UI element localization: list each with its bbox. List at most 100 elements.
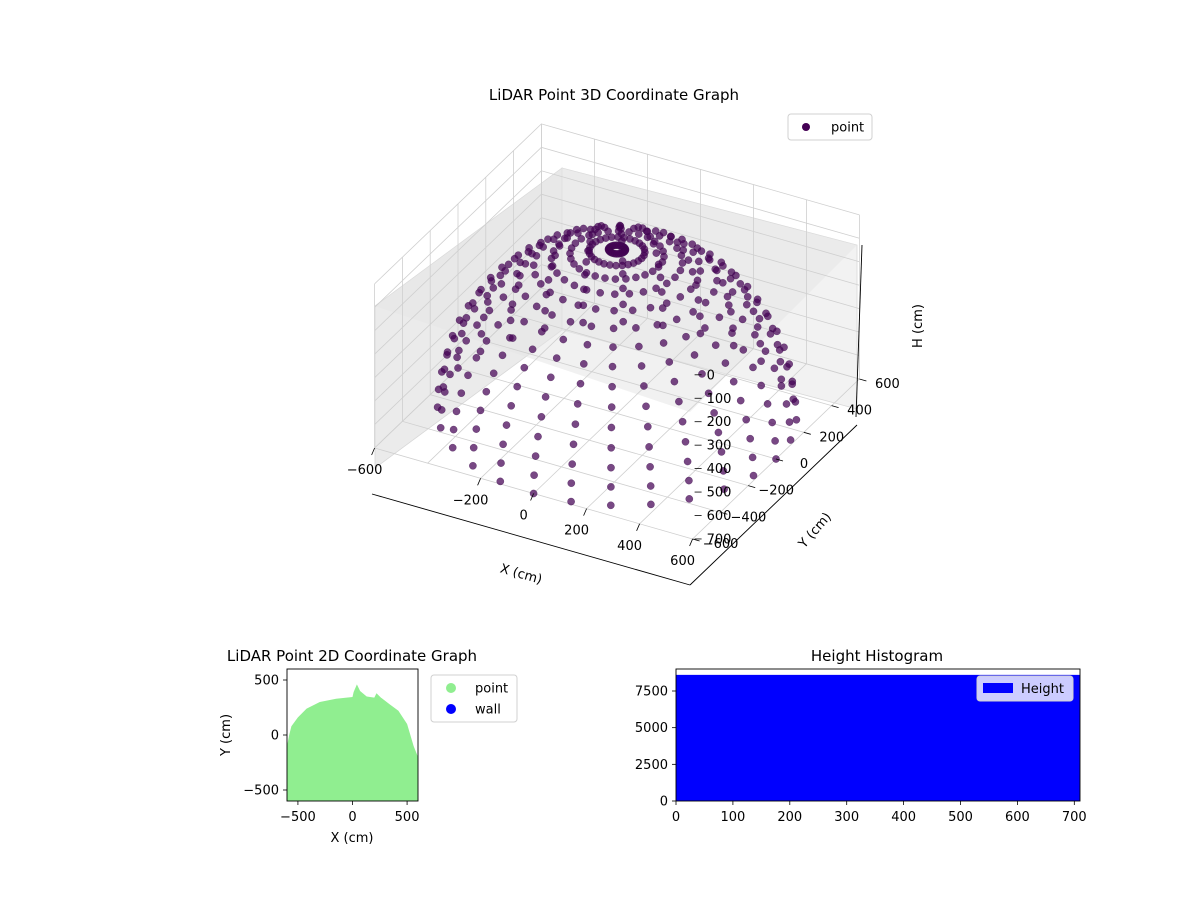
tick-y-3d — [775, 458, 784, 462]
data-point-3d — [670, 377, 679, 386]
legend-label-wall-2d: wall — [475, 703, 501, 718]
legend-marker-height — [983, 683, 1013, 693]
data-point-3d — [573, 400, 582, 408]
data-point-3d — [685, 476, 693, 485]
data-point-3d — [567, 497, 575, 506]
tick-y-3d — [859, 378, 867, 382]
data-point-3d — [683, 457, 692, 466]
data-point-3d — [577, 234, 586, 243]
data-point-3d — [775, 346, 784, 354]
data-point-3d — [587, 322, 596, 331]
tick-label-z-3d: 100 — [707, 392, 732, 407]
tick-label-y-hist: 7500 — [635, 685, 668, 700]
data-point-3d — [639, 288, 648, 296]
data-point-3d — [711, 341, 720, 350]
data-point-3d — [742, 415, 751, 424]
tick-y-3d — [803, 431, 811, 435]
xlabel-3d: X (cm) — [498, 561, 543, 587]
data-point-3d — [625, 289, 634, 298]
tick-label-z-3d: 200 — [707, 415, 732, 430]
data-point-3d — [777, 382, 786, 390]
tick-label-y-3d: −600 — [703, 537, 739, 552]
data-point-3d — [689, 248, 698, 257]
data-point-3d — [567, 479, 576, 488]
data-point-3d — [689, 308, 697, 316]
data-point-3d — [541, 306, 549, 315]
data-point-3d — [694, 257, 703, 266]
data-point-3d — [675, 397, 683, 406]
data-point-3d — [608, 382, 616, 391]
data-point-3d — [782, 400, 791, 408]
data-point-3d — [457, 389, 466, 398]
data-point-3d — [459, 319, 468, 328]
data-point-3d — [753, 298, 761, 307]
tick-y-3d — [831, 405, 839, 409]
data-point-3d — [766, 330, 775, 338]
point-series-2d — [287, 684, 418, 801]
data-point-3d — [534, 432, 542, 441]
data-point-3d — [547, 262, 556, 271]
data-point-3d — [559, 335, 568, 344]
data-point-3d — [786, 436, 795, 444]
tick-label-x-2d: −500 — [280, 810, 316, 825]
tick-label-z-3d: 700 — [707, 532, 732, 547]
data-point-3d — [619, 284, 627, 293]
legend-label-height: Height — [1021, 682, 1064, 697]
chart-title-2d: LiDAR Point 2D Coordinate Graph — [227, 647, 477, 665]
data-point-3d — [546, 373, 555, 382]
data-point-3d — [692, 281, 700, 289]
data-point-3d — [449, 425, 458, 434]
tick-label-y-2d: 500 — [254, 674, 279, 689]
plot-frame-hist — [675, 668, 1081, 802]
data-point-3d — [516, 271, 524, 280]
data-point-3d — [729, 377, 738, 386]
data-point-3d — [507, 401, 516, 410]
legend-hist: Height — [976, 675, 1074, 702]
data-point-3d — [547, 254, 556, 263]
data-point-3d — [553, 269, 561, 277]
legend-marker-point-3d — [802, 123, 810, 131]
data-point-3d — [548, 311, 556, 319]
data-point-3d — [555, 242, 564, 250]
data-point-3d — [742, 300, 751, 309]
data-point-3d — [610, 290, 619, 299]
data-point-3d — [454, 364, 462, 372]
tick-x-3d — [583, 508, 587, 516]
ticks-3d: 0100200300400500600700−600−2000200400600… — [347, 368, 900, 569]
data-point-3d — [452, 407, 461, 416]
point-cloud-3d — [433, 221, 801, 510]
data-point-3d — [482, 337, 491, 345]
data-point-3d — [712, 266, 721, 275]
data-point-3d — [776, 357, 785, 366]
data-point-3d — [698, 370, 706, 378]
data-point-3d — [510, 254, 519, 263]
data-point-3d — [571, 420, 580, 429]
data-point-3d — [719, 262, 727, 270]
data-point-3d — [566, 317, 575, 326]
data-point-3d — [646, 462, 654, 471]
data-point-3d — [601, 274, 609, 282]
data-point-3d — [606, 501, 615, 510]
ylabel-3d: Y (cm) — [795, 510, 835, 552]
data-point-3d — [643, 233, 652, 242]
data-point-3d — [720, 485, 728, 494]
data-point-3d — [662, 279, 671, 288]
tick-label-x-hist: 500 — [948, 810, 973, 825]
ticks-hist: 0 100 200 300 400 500 600 700 0 2500 5000 7500 — [635, 685, 1087, 826]
pane-floor-3d — [375, 168, 857, 412]
data-point-3d — [607, 403, 616, 411]
gridline-y — [429, 230, 749, 487]
data-point-3d — [634, 230, 643, 238]
zlabel-3d: H (cm) — [911, 304, 926, 348]
data-point-3d — [450, 334, 459, 343]
data-point-3d — [582, 258, 591, 266]
data-point-3d — [665, 358, 674, 366]
data-point-3d — [443, 351, 451, 359]
data-point-3d — [541, 393, 550, 401]
data-point-3d — [678, 259, 687, 267]
data-point-3d — [688, 267, 697, 276]
data-point-3d — [705, 256, 714, 264]
tick-label-x-hist: 200 — [777, 810, 802, 825]
data-point-3d — [497, 459, 505, 467]
tick-label-x-2d: 500 — [395, 810, 420, 825]
